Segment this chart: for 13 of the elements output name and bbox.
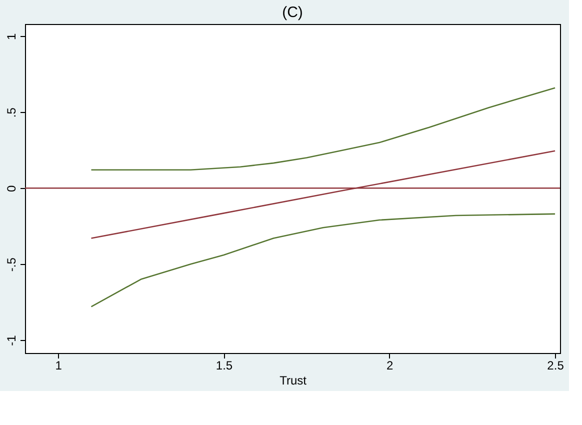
- x-tick-label: 1.5: [216, 358, 233, 372]
- line-series: [90, 87, 556, 171]
- x-tick-label: 1: [55, 358, 62, 372]
- y-tick-label: -1: [4, 334, 18, 346]
- y-tick-label: 0: [4, 184, 18, 192]
- chart-title: (C): [282, 4, 303, 21]
- x-tick-label: 2: [386, 358, 394, 372]
- x-tick-label: 2.5: [547, 358, 564, 372]
- y-tick-label: .5: [4, 107, 18, 118]
- y-tick-label: -.5: [4, 257, 18, 272]
- line-series: [90, 213, 556, 308]
- x-axis-title: Trust: [280, 374, 308, 388]
- y-tick-label: 1: [4, 33, 18, 40]
